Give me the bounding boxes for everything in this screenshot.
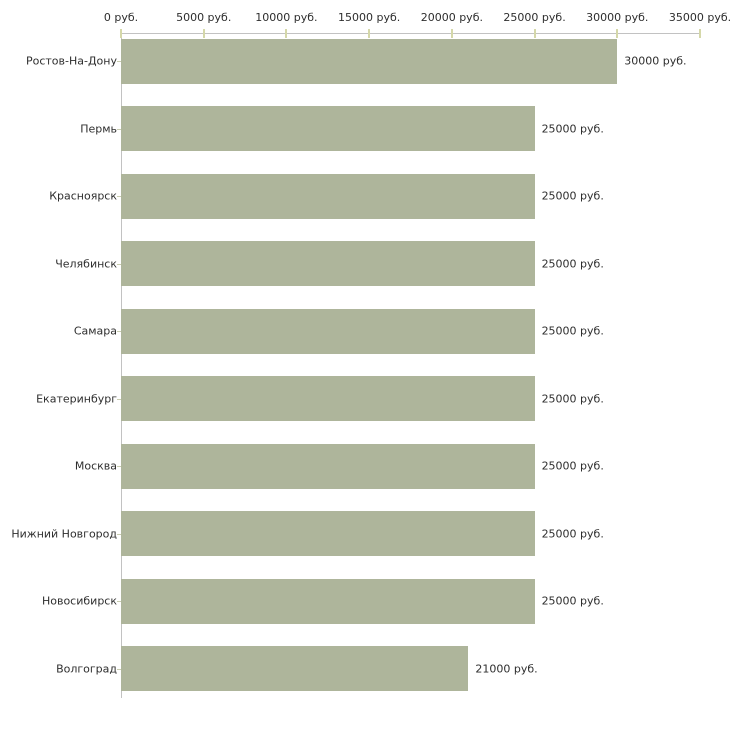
x-axis-tick-label: 20000 руб. xyxy=(420,11,483,24)
bar-value-label: 25000 руб. xyxy=(541,324,604,338)
x-axis-line xyxy=(121,33,701,34)
bar-value-label: 25000 руб. xyxy=(541,459,604,473)
category-tick-mark xyxy=(117,533,121,535)
x-axis-tick-label: 30000 руб. xyxy=(586,11,649,24)
bar xyxy=(121,241,535,286)
bar-value-label: 25000 руб. xyxy=(541,527,604,540)
bar xyxy=(121,511,535,556)
x-axis-tick-mark xyxy=(285,29,288,38)
category-tick-mark xyxy=(117,61,121,62)
x-axis-tick-label: 0 руб. xyxy=(103,11,139,24)
category-tick-mark xyxy=(117,466,121,467)
x-axis-tick-label: 25000 руб. xyxy=(503,11,566,24)
bar-value-label: 25000 руб. xyxy=(541,392,604,405)
x-axis-tick-mark xyxy=(368,29,371,38)
bar xyxy=(121,578,535,624)
x-axis-tick-mark xyxy=(533,29,536,38)
x-axis-tick-mark xyxy=(120,29,122,38)
x-axis-tick-mark xyxy=(699,29,701,38)
category-label: Нижний Новгород xyxy=(11,527,117,540)
bar xyxy=(121,646,469,691)
category-label: Самара xyxy=(73,324,117,338)
bar-value-label: 25000 руб. xyxy=(541,594,604,608)
category-tick-mark xyxy=(117,331,121,332)
category-tick-mark xyxy=(117,601,121,602)
x-axis-tick-label: 15000 руб. xyxy=(338,11,401,24)
bar-value-label: 25000 руб. xyxy=(541,122,604,135)
category-label: Ростов-На-Дону xyxy=(25,54,117,68)
x-axis-tick-label: 35000 руб. xyxy=(668,11,730,24)
x-axis-tick-label: 10000 руб. xyxy=(255,11,318,24)
x-axis-tick-mark xyxy=(450,29,453,38)
x-axis-tick-mark xyxy=(616,29,619,38)
category-tick-mark xyxy=(117,263,121,265)
category-label: Екатеринбург xyxy=(36,392,117,405)
category-label: Москва xyxy=(74,459,117,473)
bar-value-label: 21000 руб. xyxy=(475,662,538,675)
category-label: Волгоград xyxy=(56,662,117,675)
x-axis-tick-mark xyxy=(202,29,205,38)
bar xyxy=(121,38,618,84)
bar-value-label: 25000 руб. xyxy=(541,189,604,203)
category-tick-mark xyxy=(117,196,121,197)
bar xyxy=(121,376,535,421)
category-label: Красноярск xyxy=(49,189,117,203)
bar xyxy=(121,106,535,151)
bar xyxy=(121,173,535,219)
category-tick-mark xyxy=(117,128,121,130)
bar xyxy=(121,308,535,354)
x-axis-tick-label: 5000 руб. xyxy=(176,11,232,24)
category-label: Челябинск xyxy=(55,257,117,270)
category-tick-mark xyxy=(117,668,121,670)
bar xyxy=(121,443,535,489)
category-label: Новосибирск xyxy=(41,594,117,608)
bar-value-label: 30000 руб. xyxy=(624,54,687,68)
y-axis-line xyxy=(121,33,122,698)
category-tick-mark xyxy=(117,398,121,400)
category-label: Пермь xyxy=(80,122,117,135)
bar-value-label: 25000 руб. xyxy=(541,257,604,270)
